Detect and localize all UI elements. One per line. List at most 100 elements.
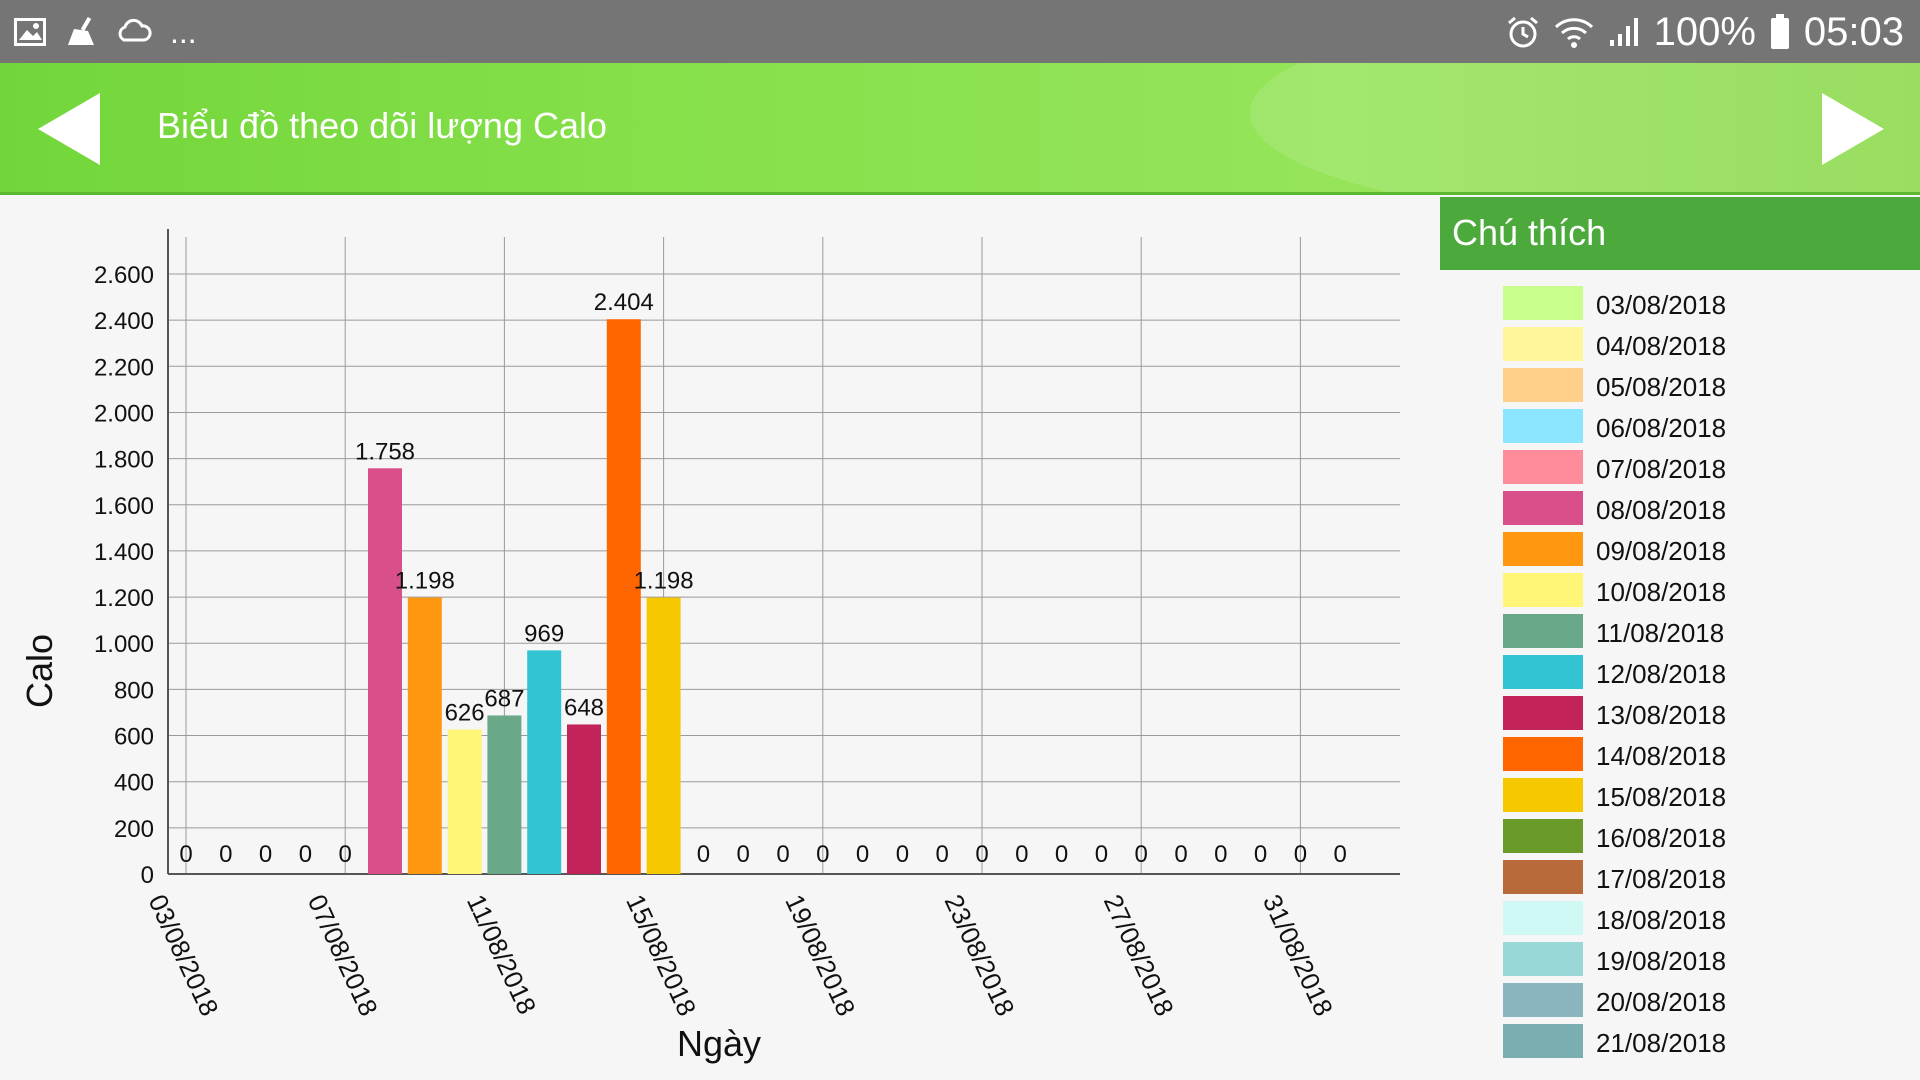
y-tick-label: 0 [141, 862, 154, 889]
legend-item: 07/08/2018 [1503, 450, 1920, 486]
y-tick-label: 800 [114, 677, 154, 704]
legend-item: 21/08/2018 [1503, 1024, 1920, 1060]
bar-value-label: 0 [975, 841, 988, 868]
y-tick-label: 1.200 [94, 585, 154, 612]
bar-value-label: 0 [1174, 841, 1187, 868]
bar-value-label: 0 [776, 841, 789, 868]
bar [487, 715, 522, 874]
bar-value-label: 0 [1015, 841, 1028, 868]
image-icon [14, 18, 46, 46]
bar [646, 597, 681, 874]
legend-item: 05/08/2018 [1503, 368, 1920, 404]
status-bar: ... 100% 05:03 [0, 0, 1920, 63]
cloud-icon [118, 18, 152, 42]
axes [167, 229, 1400, 875]
x-axis-label: Ngày [677, 1023, 761, 1064]
legend-label: 09/08/2018 [1596, 536, 1727, 566]
bar-value-label: 0 [1254, 841, 1267, 868]
legend-label: 14/08/2018 [1596, 741, 1727, 771]
bar-value-label: 648 [564, 694, 604, 721]
legend-label: 11/08/2018 [1596, 618, 1725, 648]
triangle-left-icon [38, 93, 100, 165]
legend-swatch [1503, 942, 1583, 976]
bar-value-label: 0 [299, 841, 312, 868]
legend-swatch [1503, 901, 1583, 935]
legend-swatch [1503, 860, 1583, 894]
legend-item: 19/08/2018 [1503, 942, 1920, 978]
legend-swatch [1503, 696, 1583, 730]
forward-button[interactable] [1818, 91, 1886, 167]
bar [606, 319, 641, 874]
x-tick-label: 27/08/2018 [1098, 890, 1180, 1021]
x-tick-label: 19/08/2018 [779, 890, 861, 1021]
legend-label: 07/08/2018 [1596, 454, 1727, 484]
bar-value-label: 0 [1095, 841, 1108, 868]
y-tick-label: 200 [114, 816, 154, 843]
bar-value-label: 0 [1214, 841, 1227, 868]
x-tick-label: 11/08/2018 [461, 890, 542, 1019]
y-tick-label: 600 [114, 724, 154, 751]
y-tick-label: 2.000 [94, 400, 154, 427]
bar-value-label: 0 [1135, 841, 1148, 868]
legend-item: 18/08/2018 [1503, 901, 1920, 937]
bar-value-label: 0 [856, 841, 869, 868]
bar [368, 468, 402, 874]
grid-lines [168, 237, 1400, 875]
bar-value-label: 0 [737, 841, 750, 868]
y-tick-label: 1.800 [94, 447, 154, 474]
y-tick-label: 400 [114, 770, 154, 797]
legend-item: 17/08/2018 [1503, 860, 1920, 896]
bar [567, 724, 601, 874]
bar-value-label: 0 [1334, 841, 1347, 868]
bar-value-label: 1.198 [634, 568, 694, 595]
bar-value-label: 687 [484, 685, 524, 712]
x-tick-labels: 03/08/2018 07/08/2018 11/08/2018 15/08/2018… [143, 890, 1340, 1021]
legend-label: 19/08/2018 [1596, 946, 1727, 976]
legend-item: 14/08/2018 [1503, 737, 1920, 773]
y-tick-label: 2.400 [94, 308, 154, 335]
legend-swatch [1503, 327, 1583, 361]
legend-title: Chú thích [1452, 212, 1607, 253]
legend-label: 16/08/2018 [1596, 823, 1727, 853]
bar-value-label: 0 [339, 841, 352, 868]
legend-swatch [1503, 409, 1583, 443]
bar-value-label: 2.404 [594, 289, 654, 316]
bar-value-label: 0 [1294, 841, 1307, 868]
signal-icon [1609, 18, 1638, 46]
legend-swatch [1503, 778, 1583, 812]
legend-label: 08/08/2018 [1596, 495, 1727, 525]
legend-item: 16/08/2018 [1503, 819, 1920, 855]
legend-item: 10/08/2018 [1503, 573, 1920, 609]
status-left-icons: ... [14, 12, 197, 52]
legend-label: 21/08/2018 [1596, 1028, 1727, 1058]
legend-item: 04/08/2018 [1503, 327, 1920, 363]
calorie-bar-chart: 0 200 400 600 800 1.000 1.200 1.400 1.600 1.800 2.… [19, 229, 1400, 1064]
bar-value-label: 1.198 [395, 568, 455, 595]
bar-value-label: 0 [1055, 841, 1068, 868]
legend-header: Chú thích [1440, 197, 1920, 270]
y-tick-label: 1.600 [94, 493, 154, 520]
legend-swatch [1503, 573, 1583, 607]
triangle-right-icon [1822, 93, 1884, 165]
bar-value-label: 0 [936, 841, 949, 868]
legend-item: 13/08/2018 [1503, 696, 1920, 732]
battery-icon [1770, 14, 1789, 49]
legend-swatch [1503, 1024, 1583, 1058]
status-right: 100% 05:03 [1506, 8, 1904, 56]
legend-label: 18/08/2018 [1596, 905, 1727, 935]
legend-label: 15/08/2018 [1596, 782, 1727, 812]
bar-value-label: 0 [259, 841, 272, 868]
legend-swatch [1503, 491, 1583, 525]
app-header: Biểu đồ theo dõi lượng Calo [0, 63, 1920, 195]
legend-item: 15/08/2018 [1503, 778, 1920, 814]
clock: 05:03 [1803, 10, 1904, 54]
x-tick-label: 15/08/2018 [620, 890, 702, 1021]
y-tick-label: 1.400 [94, 539, 154, 566]
legend-swatch [1503, 655, 1583, 689]
legend-item: 11/08/2018 [1503, 614, 1920, 650]
legend-item: 20/08/2018 [1503, 983, 1920, 1019]
bar-value-label: 0 [697, 841, 710, 868]
back-button[interactable] [36, 91, 104, 167]
y-tick-label: 2.600 [94, 262, 154, 289]
